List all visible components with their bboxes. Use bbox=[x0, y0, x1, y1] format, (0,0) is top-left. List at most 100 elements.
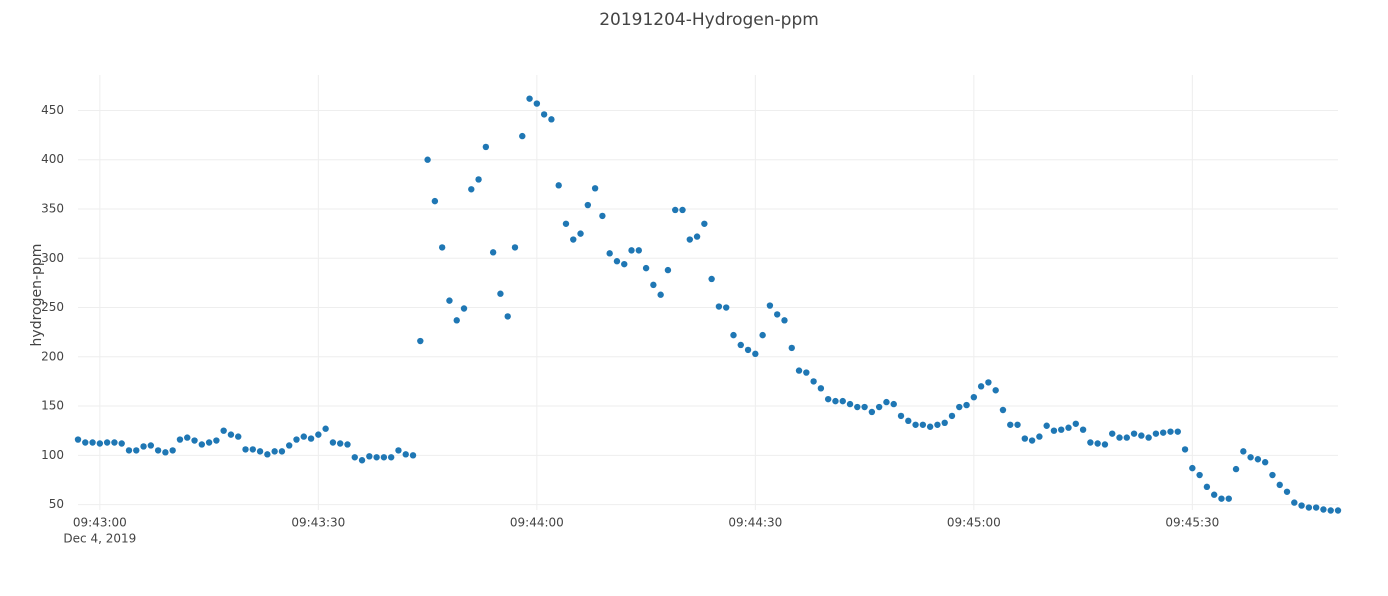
point bbox=[584, 201, 592, 209]
point bbox=[897, 412, 905, 420]
point bbox=[1050, 427, 1058, 434]
point bbox=[307, 435, 315, 442]
point bbox=[1210, 491, 1218, 498]
point bbox=[358, 457, 366, 464]
point bbox=[482, 143, 490, 151]
point bbox=[1218, 495, 1225, 502]
point bbox=[795, 367, 803, 374]
point bbox=[446, 297, 453, 304]
y-tick-label: 400 bbox=[41, 152, 64, 166]
point bbox=[315, 431, 322, 438]
point bbox=[402, 451, 409, 458]
point bbox=[956, 403, 963, 411]
point bbox=[533, 100, 541, 107]
point bbox=[489, 249, 497, 256]
point bbox=[1138, 432, 1145, 439]
point bbox=[460, 305, 468, 312]
point bbox=[686, 236, 693, 243]
point bbox=[511, 244, 519, 251]
point bbox=[1291, 499, 1298, 506]
point bbox=[1189, 464, 1196, 472]
point bbox=[657, 291, 664, 298]
point bbox=[1160, 429, 1167, 436]
point bbox=[1305, 504, 1313, 511]
point bbox=[1014, 421, 1021, 428]
point bbox=[1269, 471, 1276, 479]
point bbox=[752, 350, 759, 358]
point bbox=[1254, 456, 1262, 463]
point bbox=[1261, 459, 1269, 466]
point bbox=[1327, 507, 1334, 514]
point bbox=[1232, 465, 1240, 473]
point bbox=[890, 400, 897, 408]
point bbox=[504, 313, 511, 320]
point bbox=[351, 454, 358, 461]
point bbox=[664, 266, 672, 274]
point bbox=[570, 236, 577, 243]
point bbox=[1334, 507, 1342, 514]
point bbox=[635, 247, 643, 254]
point bbox=[963, 401, 970, 409]
point bbox=[599, 212, 606, 220]
point bbox=[198, 441, 206, 448]
x-tick-label: 09:45:30 bbox=[1165, 516, 1219, 530]
point bbox=[905, 417, 912, 425]
x-tick-label: 09:45:00 bbox=[947, 516, 1001, 530]
point bbox=[723, 304, 730, 311]
point bbox=[1087, 439, 1094, 446]
point bbox=[817, 385, 825, 392]
point bbox=[227, 431, 235, 438]
point bbox=[650, 281, 657, 289]
point bbox=[1043, 422, 1050, 429]
point bbox=[264, 451, 271, 458]
point bbox=[96, 440, 104, 447]
point bbox=[642, 264, 650, 272]
point bbox=[329, 439, 337, 446]
point bbox=[1065, 424, 1072, 431]
point bbox=[737, 341, 744, 349]
point bbox=[1094, 440, 1101, 447]
point bbox=[868, 408, 876, 416]
point bbox=[803, 369, 810, 376]
point bbox=[278, 448, 286, 455]
point bbox=[1181, 446, 1189, 453]
y-tick-label: 50 bbox=[49, 497, 64, 511]
point bbox=[977, 383, 985, 390]
point bbox=[832, 397, 839, 405]
point bbox=[169, 447, 176, 454]
point bbox=[162, 449, 169, 456]
point bbox=[205, 439, 213, 446]
point bbox=[424, 156, 431, 163]
point bbox=[300, 433, 307, 440]
y-tick-label: 350 bbox=[41, 201, 64, 215]
point bbox=[1283, 488, 1291, 495]
point bbox=[693, 233, 701, 240]
point bbox=[766, 302, 774, 309]
point bbox=[606, 250, 613, 257]
point bbox=[810, 378, 817, 385]
point bbox=[1109, 430, 1116, 437]
point bbox=[286, 442, 293, 449]
point bbox=[140, 443, 147, 450]
point bbox=[948, 412, 956, 420]
point bbox=[672, 206, 679, 214]
point bbox=[540, 111, 548, 118]
point bbox=[438, 244, 446, 251]
point bbox=[220, 427, 227, 434]
point bbox=[744, 346, 752, 354]
point bbox=[1021, 435, 1029, 442]
point bbox=[1036, 433, 1043, 440]
point bbox=[103, 439, 111, 446]
chart-title: 20191204-Hydrogen-ppm bbox=[599, 10, 819, 30]
point bbox=[82, 439, 89, 446]
point bbox=[773, 311, 781, 318]
x-tick-label: 09:43:00 bbox=[73, 516, 127, 530]
point bbox=[715, 303, 723, 310]
point bbox=[409, 452, 417, 459]
point bbox=[1079, 426, 1087, 433]
point bbox=[985, 379, 992, 386]
point bbox=[562, 220, 570, 227]
point bbox=[1007, 421, 1014, 428]
point bbox=[934, 421, 941, 428]
